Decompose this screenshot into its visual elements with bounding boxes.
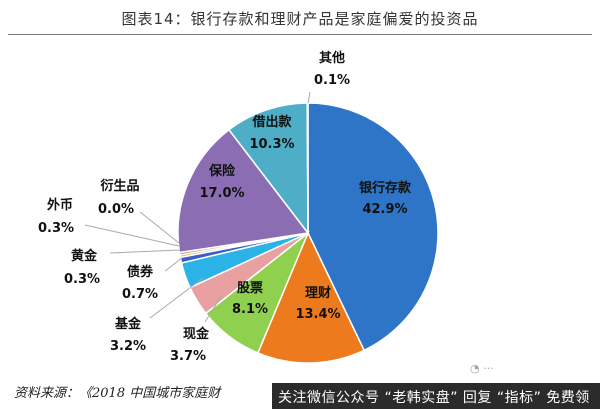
slice-name-label-8: 外币 bbox=[46, 197, 73, 213]
slice-value-label-8: 0.3% bbox=[38, 221, 74, 236]
slice-value-label-12: 0.1% bbox=[314, 73, 350, 88]
leader-line-12 bbox=[307, 91, 311, 104]
pie-slice-1 bbox=[307, 102, 439, 352]
watermark: ◔ ··· bbox=[470, 362, 494, 375]
pie-slice-12 bbox=[306, 102, 309, 234]
promo-banner-text: 关注微信公众号 “老韩实盘” 回复 “指标” 免费领 bbox=[278, 390, 590, 406]
slice-value-label-3: 8.1% bbox=[232, 302, 268, 317]
promo-banner bbox=[272, 383, 600, 409]
slice-name-label-3: 股票 bbox=[237, 280, 263, 296]
pie-slice-11 bbox=[227, 102, 309, 236]
slice-name-label-2: 理财 bbox=[305, 285, 331, 301]
slice-value-label-6: 0.7% bbox=[122, 287, 158, 302]
leader-line-6 bbox=[164, 257, 183, 272]
pie-slice-10 bbox=[177, 128, 310, 254]
slice-value-label-7: 0.3% bbox=[64, 272, 100, 287]
chart-title: 图表14：银行存款和理财产品是家庭偏爱的投资品 bbox=[121, 10, 479, 28]
leader-line-7 bbox=[109, 249, 181, 254]
slice-name-label-5: 基金 bbox=[114, 316, 142, 332]
slice-name-label-4: 现金 bbox=[183, 326, 210, 342]
slice-value-label-4: 3.7% bbox=[170, 349, 206, 364]
slice-value-label-5: 3.2% bbox=[110, 339, 146, 354]
slice-name-label-10: 保险 bbox=[208, 163, 236, 179]
slice-name-label-12: 其他 bbox=[319, 50, 345, 66]
slice-name-label-11: 借出款 bbox=[251, 114, 292, 130]
slice-name-label-9: 衍生品 bbox=[99, 178, 139, 194]
leader-line-4 bbox=[204, 294, 223, 323]
slice-value-label-1: 42.9% bbox=[362, 202, 407, 217]
slice-name-label-6: 债券 bbox=[127, 264, 154, 280]
leader-line-8 bbox=[84, 224, 180, 247]
source-note: 资料来源：《2018 中国城市家庭财 bbox=[14, 386, 221, 401]
slice-value-label-10: 17.0% bbox=[199, 186, 244, 201]
slice-name-label-7: 黄金 bbox=[71, 248, 98, 264]
leader-line-5 bbox=[149, 277, 204, 319]
pie-slice-2 bbox=[256, 231, 366, 364]
slice-value-label-11: 10.3% bbox=[249, 137, 294, 152]
slice-value-label-9: 0.0% bbox=[98, 202, 134, 217]
slice-value-label-2: 13.4% bbox=[295, 307, 340, 322]
slice-name-label-1: 银行存款 bbox=[359, 180, 412, 196]
leader-line-9 bbox=[139, 211, 180, 244]
title-divider bbox=[8, 34, 592, 35]
